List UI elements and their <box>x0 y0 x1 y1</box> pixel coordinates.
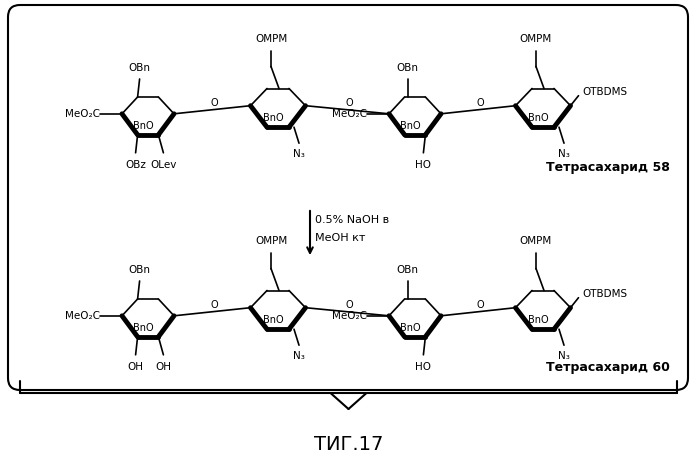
Text: ΤИГ.17: ΤИГ.17 <box>315 436 384 455</box>
Text: BnO: BnO <box>400 121 420 131</box>
Text: 0.5% NaOH в: 0.5% NaOH в <box>315 215 389 225</box>
Text: OH: OH <box>128 362 143 372</box>
Text: BnO: BnO <box>528 315 548 325</box>
Text: MeO₂C: MeO₂C <box>332 311 367 321</box>
Text: BnO: BnO <box>133 121 153 131</box>
Text: MeO₂C: MeO₂C <box>65 311 100 321</box>
Text: OTBDMS: OTBDMS <box>582 87 628 97</box>
Text: O: O <box>477 98 484 108</box>
Text: OMPM: OMPM <box>255 236 287 246</box>
Text: MeO₂C: MeO₂C <box>332 109 367 119</box>
Text: N₃: N₃ <box>293 149 305 159</box>
Text: BnO: BnO <box>133 323 153 333</box>
Text: OBn: OBn <box>129 265 150 275</box>
Text: BnO: BnO <box>528 113 548 123</box>
Text: N₃: N₃ <box>558 149 570 159</box>
Text: O: O <box>477 300 484 310</box>
Text: MeOH кт: MeOH кт <box>315 233 366 243</box>
Text: O: O <box>345 300 353 310</box>
Text: OBn: OBn <box>129 63 150 73</box>
Text: OMPM: OMPM <box>520 34 552 44</box>
Text: OH: OH <box>155 362 171 372</box>
Text: Тетрасахарид 60: Тетрасахарид 60 <box>546 362 670 374</box>
Text: OBz: OBz <box>125 160 146 170</box>
Text: BnO: BnO <box>263 315 283 325</box>
Text: OBn: OBn <box>396 63 419 73</box>
Text: O: O <box>210 300 218 310</box>
Text: Тетрасахарид 58: Тетрасахарид 58 <box>546 162 670 174</box>
Text: HO: HO <box>415 362 431 372</box>
Text: N₃: N₃ <box>293 351 305 361</box>
Text: O: O <box>345 98 353 108</box>
Text: OMPM: OMPM <box>520 236 552 246</box>
Text: OMPM: OMPM <box>255 34 287 44</box>
Text: BnO: BnO <box>400 323 420 333</box>
Text: OLev: OLev <box>150 160 177 170</box>
Text: O: O <box>210 98 218 108</box>
Text: OTBDMS: OTBDMS <box>582 289 628 299</box>
Text: OBn: OBn <box>396 265 419 275</box>
Text: MeO₂C: MeO₂C <box>65 109 100 119</box>
Text: HO: HO <box>415 160 431 170</box>
Text: BnO: BnO <box>263 113 283 123</box>
Text: N₃: N₃ <box>558 351 570 361</box>
